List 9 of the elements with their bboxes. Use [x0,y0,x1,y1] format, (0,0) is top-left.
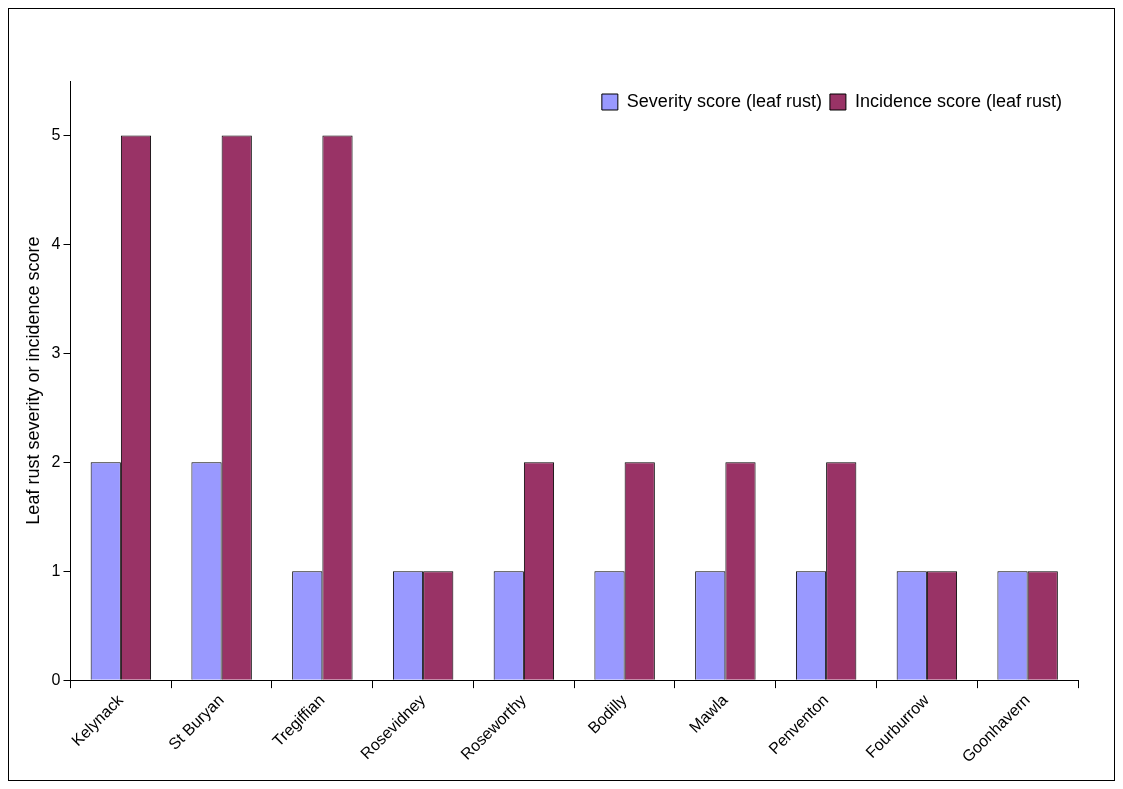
y-tick-label: 0 [51,670,61,688]
legend-label: Incidence score (leaf rust) [854,90,1063,111]
y-tick-label: 4 [51,234,61,252]
y-tick-label: 1 [51,561,61,579]
legend-label: Severity score (leaf rust) [626,90,822,111]
y-tick-label: 2 [51,452,61,470]
y-tick-label: 3 [51,343,61,361]
y-axis-title: Leaf rust severity or incidence score [22,236,43,525]
y-tick-label: 5 [51,125,61,143]
